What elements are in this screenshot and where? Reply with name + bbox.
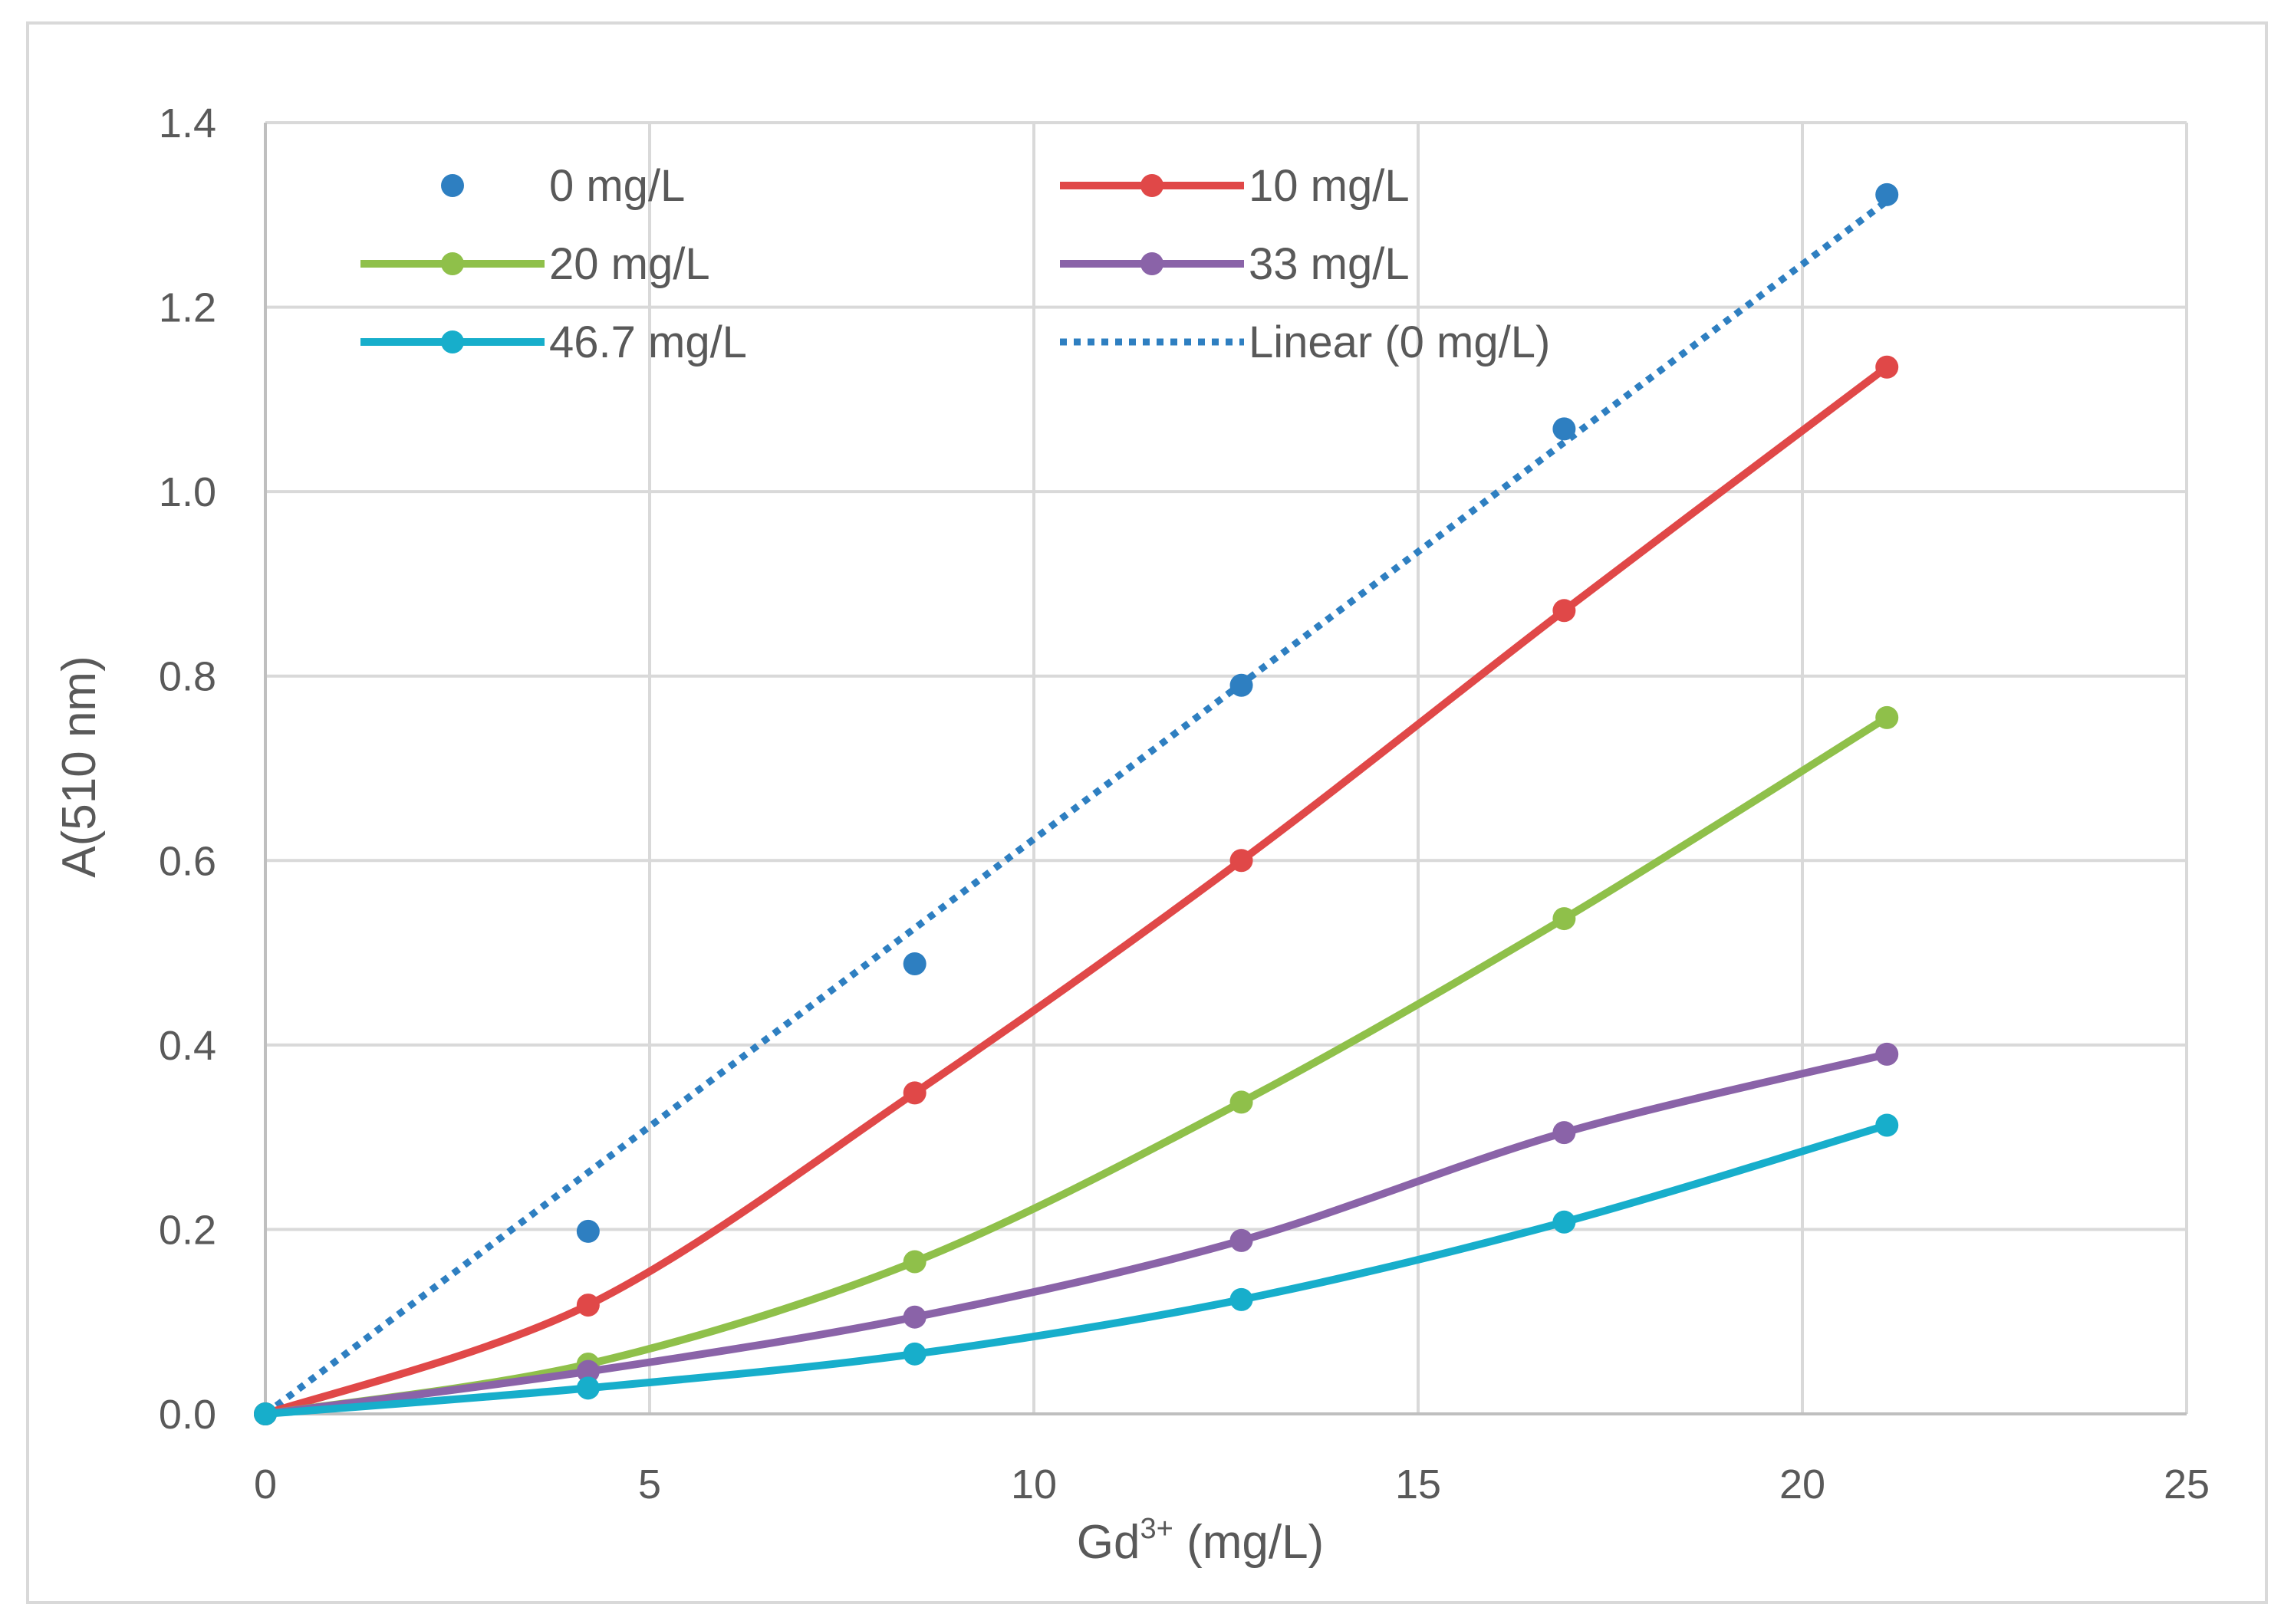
y-tick-label: 0.8 (159, 654, 216, 700)
x-axis-title-main: Gd (1077, 1516, 1140, 1569)
data-point-33-mg-l (903, 1305, 926, 1329)
tick-labels: 0.0 0.2 0.4 0.6 0.8 1.0 1.2 1.4 0 5 10 15 20 25 (159, 100, 2210, 1507)
series-line-46-7-mg-l (262, 1121, 1891, 1418)
series-layer (254, 182, 1899, 1425)
legend-swatch-marker (1140, 252, 1163, 275)
x-tick-label: 0 (254, 1461, 277, 1507)
data-point-0-mg-l (576, 1219, 600, 1243)
data-point-33-mg-l (576, 1359, 600, 1383)
y-tick-label: 0.2 (159, 1207, 216, 1253)
legend-item-10-mg-l: 10 mg/L (1060, 161, 1410, 211)
y-axis-title: A(510 nm) (53, 656, 106, 877)
trendline-linear-0-mg-l (263, 198, 1889, 1417)
series-line-20-mg-l (262, 713, 1891, 1418)
data-point-20-mg-l (1552, 907, 1576, 931)
series-line-10-mg-l (262, 363, 1891, 1418)
legend: 0 mg/L 10 mg/L 20 mg/L 33 mg/L 46.7 mg/L Line… (360, 161, 1550, 367)
legend-item-linear-0-mg-l: Linear (0 mg/L) (1060, 317, 1550, 367)
gridlines (265, 121, 2188, 1414)
data-point-33-mg-l (1552, 1121, 1576, 1145)
data-point-10-mg-l (1229, 849, 1253, 873)
legend-label: 46.7 mg/L (549, 317, 747, 367)
data-point-46-7-mg-l (903, 1342, 926, 1366)
legend-swatch-marker (441, 330, 464, 353)
legend-swatch-marker (441, 252, 464, 275)
series-46-7-mg-l (254, 1113, 1899, 1425)
legend-label: 0 mg/L (549, 161, 685, 211)
legend-label: Linear (0 mg/L) (1249, 317, 1550, 367)
legend-label: 33 mg/L (1249, 239, 1410, 289)
x-axis-title: Gd3+ (mg/L) (1077, 1513, 1324, 1569)
y-tick-label: 1.0 (159, 469, 216, 515)
legend-swatch-marker (441, 174, 464, 197)
series-20-mg-l (254, 705, 1899, 1425)
data-point-0-mg-l (1875, 182, 1899, 206)
legend-item-0-mg-l: 0 mg/L (441, 161, 685, 211)
data-point-0-mg-l (1229, 673, 1253, 697)
x-tick-label: 20 (1779, 1461, 1825, 1507)
y-tick-label: 0.4 (159, 1023, 216, 1069)
y-tick-label: 0.6 (159, 838, 216, 884)
x-tick-label: 5 (638, 1461, 661, 1507)
data-point-33-mg-l (1229, 1228, 1253, 1252)
data-point-20-mg-l (1875, 705, 1899, 729)
series-10-mg-l (254, 355, 1899, 1425)
x-tick-label: 25 (2164, 1461, 2210, 1507)
y-tick-label: 1.2 (159, 285, 216, 331)
x-tick-label: 10 (1011, 1461, 1057, 1507)
x-axis-title-sup: 3+ (1140, 1513, 1173, 1545)
data-point-20-mg-l (903, 1250, 926, 1274)
trendline-layer (263, 198, 1889, 1417)
data-point-10-mg-l (576, 1294, 600, 1317)
data-point-33-mg-l (1875, 1042, 1899, 1066)
series-line-33-mg-l (262, 1050, 1891, 1418)
data-point-10-mg-l (1552, 599, 1576, 623)
chart-border (26, 21, 2268, 1604)
legend-swatch-marker (1140, 174, 1163, 197)
data-point-46-7-mg-l (1875, 1113, 1899, 1137)
x-axis-title-tail: (mg/L) (1173, 1516, 1324, 1569)
legend-label: 20 mg/L (549, 239, 710, 289)
data-point-46-7-mg-l (1229, 1287, 1253, 1311)
data-point-0-mg-l (903, 952, 926, 976)
legend-item-33-mg-l: 33 mg/L (1060, 239, 1410, 289)
axes (264, 123, 2187, 1415)
legend-label: 10 mg/L (1249, 161, 1410, 211)
data-point-0-mg-l (1552, 417, 1576, 441)
legend-item-46-7-mg-l: 46.7 mg/L (360, 317, 747, 367)
data-point-46-7-mg-l (576, 1376, 600, 1400)
data-point-10-mg-l (903, 1081, 926, 1105)
y-tick-label: 0.0 (159, 1392, 216, 1438)
data-point-20-mg-l (1229, 1090, 1253, 1114)
data-point-46-7-mg-l (254, 1402, 277, 1425)
data-point-46-7-mg-l (1552, 1210, 1576, 1234)
y-tick-label: 1.4 (159, 100, 216, 146)
data-point-10-mg-l (1875, 355, 1899, 379)
legend-item-20-mg-l: 20 mg/L (360, 239, 710, 289)
x-tick-label: 15 (1395, 1461, 1441, 1507)
